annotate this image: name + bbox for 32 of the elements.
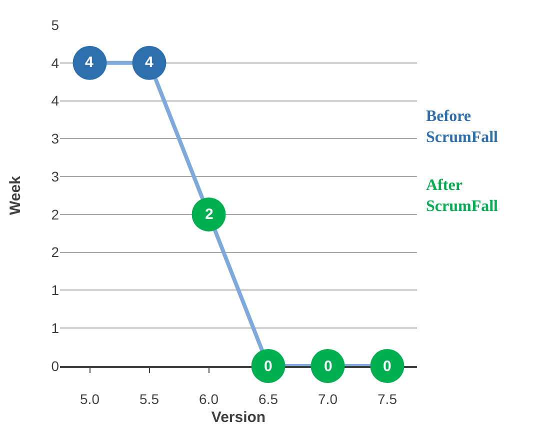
x-tick-label: 7.5 [378, 390, 398, 407]
x-tick-label: 6.5 [258, 390, 278, 407]
point [72, 46, 107, 80]
y-tick-label: 2 [51, 244, 60, 260]
x-tick-label: 6.0 [199, 390, 219, 407]
point [370, 349, 404, 383]
x-tick-label: 7.0 [318, 390, 338, 407]
y-tick-label: 2 [51, 206, 60, 222]
point [310, 349, 345, 383]
y-tick-label: 1 [51, 320, 60, 336]
y-tick-label: 3 [51, 130, 60, 147]
x-axis-title: Version [211, 409, 266, 426]
y-tick-label: 4 [51, 92, 60, 109]
y-tick-label: 0 [51, 358, 60, 374]
data-label: 4 [85, 54, 94, 71]
y-axis-title: Week [7, 175, 24, 215]
data-label: 0 [264, 358, 272, 375]
data-label: 2 [205, 206, 214, 223]
data-label: 4 [145, 54, 154, 71]
y-tick-label: 5 [51, 16, 60, 33]
y-tick-label: 3 [51, 168, 60, 184]
point [192, 197, 226, 232]
data-label: 0 [383, 358, 392, 375]
data-label: 0 [324, 358, 332, 375]
x-tick-label: 5.0 [80, 390, 100, 407]
point [251, 349, 286, 383]
text: After ScrumFall [426, 177, 499, 215]
y-tick-label: 4 [51, 54, 60, 71]
x-tick-label: 5.5 [140, 390, 160, 407]
point [132, 46, 166, 80]
text: Before ScrumFall [426, 108, 499, 146]
y-tick-label: 1 [51, 282, 60, 298]
